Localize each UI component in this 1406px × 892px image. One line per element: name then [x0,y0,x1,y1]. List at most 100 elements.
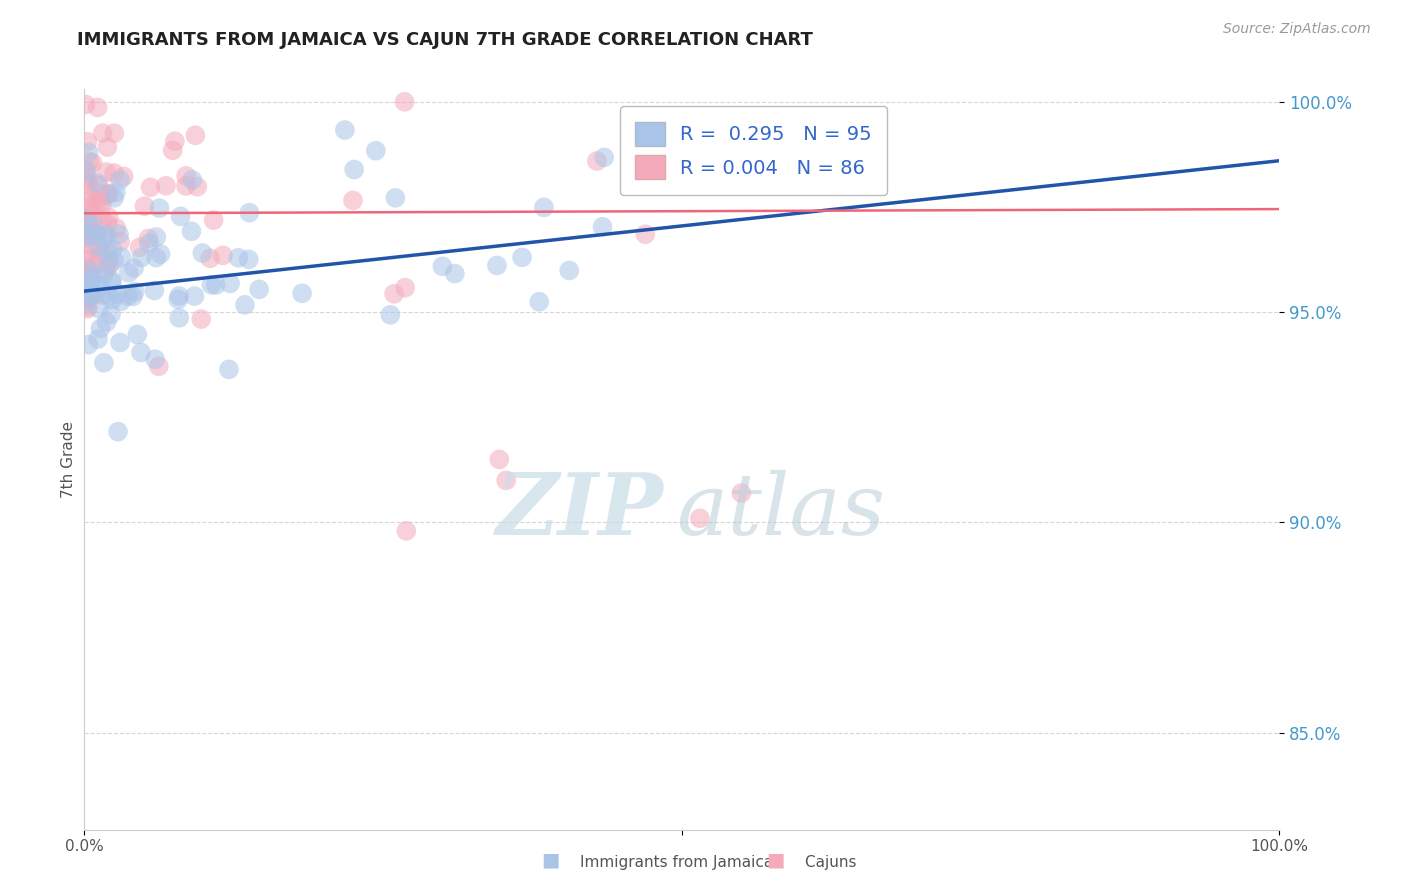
Point [169,210,191,224]
Point [101,293,124,307]
Point [91,233,114,247]
Text: Cajuns: Cajuns [766,855,856,870]
Point [218,362,240,376]
Point [86,100,108,114]
Point [86,227,108,242]
Point [107,425,129,439]
Text: Immigrants from Jamaica: Immigrants from Jamaica [541,855,773,870]
Point [93,245,115,260]
Point [75,194,97,208]
Point [101,276,124,290]
Point [77,171,100,186]
Point [80,229,103,244]
Point [76,231,98,245]
Point [432,260,454,274]
Point [689,511,711,525]
Point [333,123,356,137]
Point [76,135,98,149]
Point [79,280,101,294]
Point [75,296,97,310]
Point [98,186,121,201]
Point [149,247,172,261]
Point [100,307,122,321]
Point [100,273,122,287]
Point [75,227,97,242]
Point [76,301,98,316]
Point [96,227,118,242]
Point [77,263,100,277]
Point [730,486,752,500]
Point [96,315,118,329]
Point [82,271,104,285]
Point [79,238,101,252]
Point [75,280,97,294]
Point [103,126,125,140]
Point [108,335,131,350]
Point [394,280,416,294]
Point [75,173,97,187]
Point [167,310,190,325]
Point [181,173,204,187]
Point [75,97,97,112]
Point [96,186,118,201]
Point [342,194,364,208]
Y-axis label: 7th Grade: 7th Grade [60,421,76,498]
Point [97,288,120,302]
Point [94,165,117,179]
Point [89,186,111,201]
Text: ■: ■ [541,851,560,870]
Point [191,246,214,260]
Point [83,259,105,273]
Point [75,163,97,178]
Point [183,289,205,303]
Point [79,154,101,169]
Point [76,280,98,294]
Point [76,293,98,307]
Point [91,288,114,302]
Point [77,337,100,351]
Point [105,221,128,235]
Point [533,200,555,214]
Point [97,252,120,267]
Point [247,282,270,296]
Point [101,243,124,257]
Point [80,210,103,224]
Point [77,300,100,314]
Point [98,259,121,273]
Point [291,286,314,301]
Point [180,224,202,238]
Point [82,156,104,170]
Text: atlas: atlas [676,470,884,552]
Point [128,240,150,254]
Point [89,321,111,335]
Point [121,289,143,303]
Point [200,277,222,292]
Point [89,195,111,210]
Point [238,205,260,219]
Point [364,144,387,158]
Point [110,250,132,264]
Point [82,219,104,233]
Point [592,219,614,234]
Point [174,178,197,193]
Point [122,261,145,276]
Point [586,154,609,169]
Point [233,298,256,312]
Point [75,260,97,274]
Point [110,294,132,309]
Point [382,286,405,301]
Point [186,179,208,194]
Point [80,288,103,302]
Point [96,243,118,257]
Point [384,191,406,205]
Point [75,220,97,235]
Point [77,252,100,266]
Point [145,251,167,265]
Point [87,178,110,193]
Point [104,186,127,200]
Point [204,278,226,293]
Point [138,231,160,245]
Point [79,225,101,239]
Point [96,188,118,202]
Point [80,271,103,285]
